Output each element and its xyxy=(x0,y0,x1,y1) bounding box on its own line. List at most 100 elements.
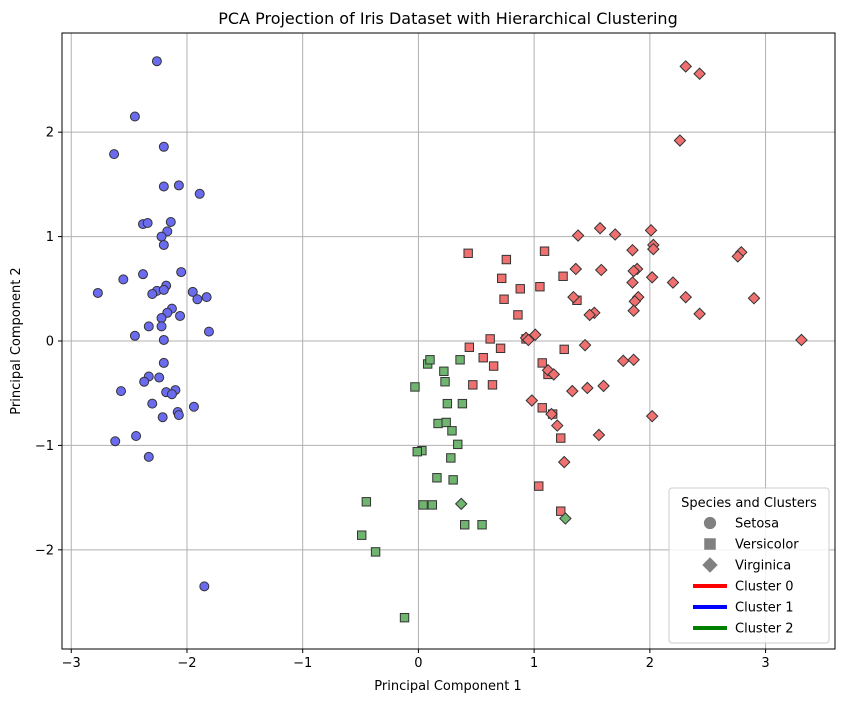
virginica-point xyxy=(673,134,687,147)
setosa-point xyxy=(109,149,120,160)
x-tick-label: −1 xyxy=(293,656,312,671)
versicolor-point xyxy=(361,497,372,507)
versicolor-point xyxy=(534,481,544,491)
virginica-point xyxy=(647,242,660,256)
legend-marker-virginica xyxy=(702,557,718,573)
setosa-point xyxy=(138,269,149,280)
versicolor-point xyxy=(410,382,420,392)
setosa-point xyxy=(158,357,169,368)
setosa-point xyxy=(176,267,187,278)
virginica-point xyxy=(559,512,572,525)
legend-label: Versicolor xyxy=(735,538,799,553)
virginica-point xyxy=(627,264,640,278)
setosa-point xyxy=(142,218,153,229)
grid-lines xyxy=(62,33,835,649)
virginica-point xyxy=(594,263,608,277)
virginica-point xyxy=(593,221,607,235)
versicolor-point xyxy=(440,377,450,387)
versicolor-point xyxy=(432,473,442,483)
versicolor-point xyxy=(433,418,443,429)
setosa-point xyxy=(139,376,150,387)
setosa-point xyxy=(157,412,168,423)
setosa-point xyxy=(143,321,154,332)
versicolor-point xyxy=(556,433,566,443)
data-points xyxy=(92,56,808,623)
setosa-point xyxy=(151,56,162,67)
virginica-point xyxy=(616,354,630,368)
setosa-point xyxy=(194,188,205,199)
setosa-point xyxy=(158,239,169,250)
y-tick-label: −1 xyxy=(35,439,54,454)
versicolor-point xyxy=(499,294,509,304)
virginica-point xyxy=(693,67,706,81)
setosa-point xyxy=(173,410,184,421)
x-tick-label: 0 xyxy=(414,656,422,671)
versicolor-point xyxy=(535,282,545,292)
setosa-point xyxy=(110,436,121,447)
versicolor-point xyxy=(537,403,547,413)
versicolor-point xyxy=(515,284,525,294)
setosa-point xyxy=(147,289,158,300)
setosa-point xyxy=(166,389,177,400)
versicolor-point xyxy=(539,246,550,256)
virginica-point xyxy=(626,243,639,257)
legend-label: Setosa xyxy=(735,517,779,532)
versicolor-point xyxy=(425,355,435,365)
virginica-point xyxy=(679,60,693,73)
legend: Species and Clusters Setosa Versicolor Vir… xyxy=(668,487,830,644)
versicolor-point xyxy=(513,310,523,320)
setosa-point xyxy=(175,310,186,321)
versicolor-point xyxy=(497,273,507,284)
x-tick-label: −2 xyxy=(177,656,196,671)
setosa-point xyxy=(154,372,165,383)
setosa-point xyxy=(199,581,210,592)
legend-label: Virginica xyxy=(735,559,791,574)
versicolor-point xyxy=(457,398,468,409)
versicolor-point xyxy=(442,398,453,409)
setosa-point xyxy=(147,398,158,409)
versicolor-point xyxy=(399,612,410,623)
x-axis-label: Principal Component 1 xyxy=(374,679,521,694)
setosa-point xyxy=(158,284,169,295)
virginica-point xyxy=(627,353,640,367)
setosa-point xyxy=(187,286,198,297)
x-tick-label: −3 xyxy=(62,656,81,671)
virginica-point xyxy=(645,409,659,423)
versicolor-point xyxy=(448,475,458,485)
versicolor-point xyxy=(463,248,473,258)
virginica-point xyxy=(566,384,579,398)
versicolor-point xyxy=(537,358,547,368)
setosa-point xyxy=(201,292,212,303)
legend-label: Cluster 1 xyxy=(735,601,794,616)
legend-label: Cluster 0 xyxy=(735,580,794,595)
y-tick-label: −2 xyxy=(35,543,54,558)
versicolor-point xyxy=(559,344,569,355)
axis-ticks: −3 −2 −1 0 1 2 3 −2 −1 0 1 2 xyxy=(35,126,770,671)
legend-marker-versicolor xyxy=(704,538,716,550)
legend-label: Cluster 2 xyxy=(735,622,794,637)
setosa-point xyxy=(143,451,154,462)
versicolor-point xyxy=(357,530,367,540)
virginica-point xyxy=(608,228,622,241)
legend-marker-setosa xyxy=(703,516,717,530)
versicolor-point xyxy=(488,361,499,371)
virginica-point xyxy=(578,338,592,352)
setosa-point xyxy=(156,321,167,332)
virginica-point xyxy=(528,328,542,342)
virginica-point xyxy=(545,407,558,421)
y-axis-label: Principal Component 2 xyxy=(9,267,24,414)
virginica-point xyxy=(547,368,561,381)
y-tick-label: 0 xyxy=(46,335,54,350)
versicolor-point xyxy=(453,439,463,450)
virginica-point xyxy=(626,276,639,289)
virginica-point xyxy=(679,290,693,304)
versicolor-point xyxy=(495,343,506,354)
versicolor-point xyxy=(556,506,566,516)
versicolor-point xyxy=(485,334,495,344)
virginica-point xyxy=(644,224,658,237)
virginica-point xyxy=(731,250,745,263)
versicolor-point xyxy=(455,355,465,365)
chart-title: PCA Projection of Iris Dataset with Hier… xyxy=(218,9,677,28)
setosa-point xyxy=(158,181,169,192)
versicolor-point xyxy=(441,417,451,428)
